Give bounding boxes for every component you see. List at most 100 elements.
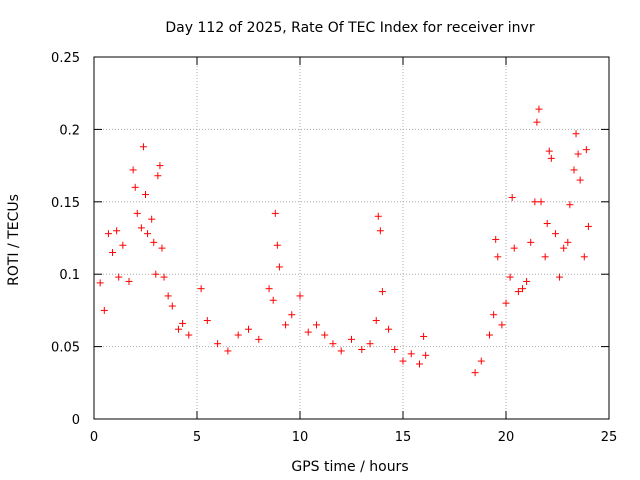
data-point xyxy=(179,319,187,327)
data-point xyxy=(543,220,551,228)
data-point xyxy=(245,325,252,333)
data-point xyxy=(265,285,273,293)
data-point xyxy=(100,306,108,314)
data-point xyxy=(152,270,160,278)
data-point xyxy=(399,357,407,365)
data-point xyxy=(366,340,374,348)
y-tick-label: 0.25 xyxy=(51,51,80,66)
data-point xyxy=(304,328,312,336)
data-point xyxy=(337,347,345,355)
data-point xyxy=(376,227,384,235)
data-point xyxy=(255,335,263,343)
data-point xyxy=(133,209,141,217)
data-point xyxy=(372,317,380,325)
data-point xyxy=(131,183,139,191)
data-point xyxy=(197,285,205,293)
data-point xyxy=(531,198,539,206)
x-tick-label: 15 xyxy=(395,430,412,445)
data-point xyxy=(234,331,242,339)
data-point xyxy=(96,279,104,287)
data-point xyxy=(224,347,232,355)
data-point xyxy=(580,253,588,261)
data-point xyxy=(142,191,149,199)
data-point xyxy=(510,244,518,252)
data-point xyxy=(271,209,279,217)
data-point xyxy=(273,241,281,249)
y-tick-label: 0.05 xyxy=(51,341,80,356)
x-axis-label: GPS time / hours xyxy=(291,459,408,475)
data-point xyxy=(385,325,393,333)
data-point xyxy=(275,263,283,271)
chart-title: Day 112 of 2025, Rate Of TEC Index for r… xyxy=(165,20,534,36)
data-point xyxy=(358,345,366,353)
data-point xyxy=(156,162,164,170)
data-point xyxy=(486,331,494,339)
data-point xyxy=(420,332,428,340)
y-tick-label: 0.1 xyxy=(59,268,80,283)
data-point xyxy=(477,357,485,365)
data-point xyxy=(288,311,296,319)
data-point xyxy=(527,238,535,246)
x-tick-label: 25 xyxy=(601,430,618,445)
data-point xyxy=(374,212,382,220)
y-tick-label: 0 xyxy=(72,413,80,428)
data-point xyxy=(282,321,290,329)
grid-lines xyxy=(94,57,609,419)
x-tick-label: 5 xyxy=(193,430,201,445)
data-point xyxy=(498,321,506,329)
data-point xyxy=(541,253,549,261)
data-point xyxy=(535,105,543,113)
data-point xyxy=(570,166,578,174)
data-point xyxy=(158,244,166,252)
data-point xyxy=(115,273,123,281)
data-point xyxy=(564,238,572,246)
data-point xyxy=(113,227,121,235)
data-point xyxy=(415,360,423,368)
data-point xyxy=(164,292,172,300)
x-tick-labels: 0 5 10 15 20 25 xyxy=(90,430,617,445)
data-point xyxy=(185,331,193,339)
data-point xyxy=(203,317,211,325)
data-point xyxy=(125,277,133,285)
y-tick-label: 0.15 xyxy=(51,196,80,211)
y-tick-labels: 0 0.05 0.1 0.15 0.2 0.25 xyxy=(51,51,80,428)
data-point xyxy=(139,143,147,151)
data-point xyxy=(422,351,430,359)
data-point xyxy=(582,146,590,154)
data-point xyxy=(154,172,162,180)
data-point xyxy=(523,277,531,285)
data-point xyxy=(506,273,514,281)
data-point xyxy=(312,321,320,329)
plot-frame xyxy=(93,56,610,420)
data-point xyxy=(391,345,399,353)
data-point xyxy=(566,201,574,209)
data-point xyxy=(129,166,137,174)
data-point xyxy=(574,150,582,158)
data-point xyxy=(518,285,526,293)
data-point xyxy=(494,253,502,261)
data-point xyxy=(576,176,584,184)
data-point xyxy=(492,235,500,243)
data-point xyxy=(556,273,564,281)
data-point xyxy=(545,147,553,155)
data-point xyxy=(572,130,580,138)
data-point xyxy=(537,198,545,206)
data-point xyxy=(551,230,559,238)
data-point xyxy=(160,273,168,281)
data-point xyxy=(119,241,127,249)
data-point xyxy=(321,331,329,339)
y-axis-label: ROTI / TECUs xyxy=(6,194,22,286)
data-point xyxy=(174,325,182,333)
data-point xyxy=(584,222,592,230)
data-point xyxy=(508,193,516,201)
data-point xyxy=(296,292,304,300)
data-point xyxy=(502,299,510,307)
data-point xyxy=(378,288,386,296)
data-point xyxy=(150,238,158,246)
data-point xyxy=(109,248,117,256)
data-point xyxy=(533,118,541,126)
data-point xyxy=(329,340,337,348)
x-tick-label: 0 xyxy=(90,430,98,445)
data-point xyxy=(269,296,277,304)
data-point xyxy=(490,311,498,319)
